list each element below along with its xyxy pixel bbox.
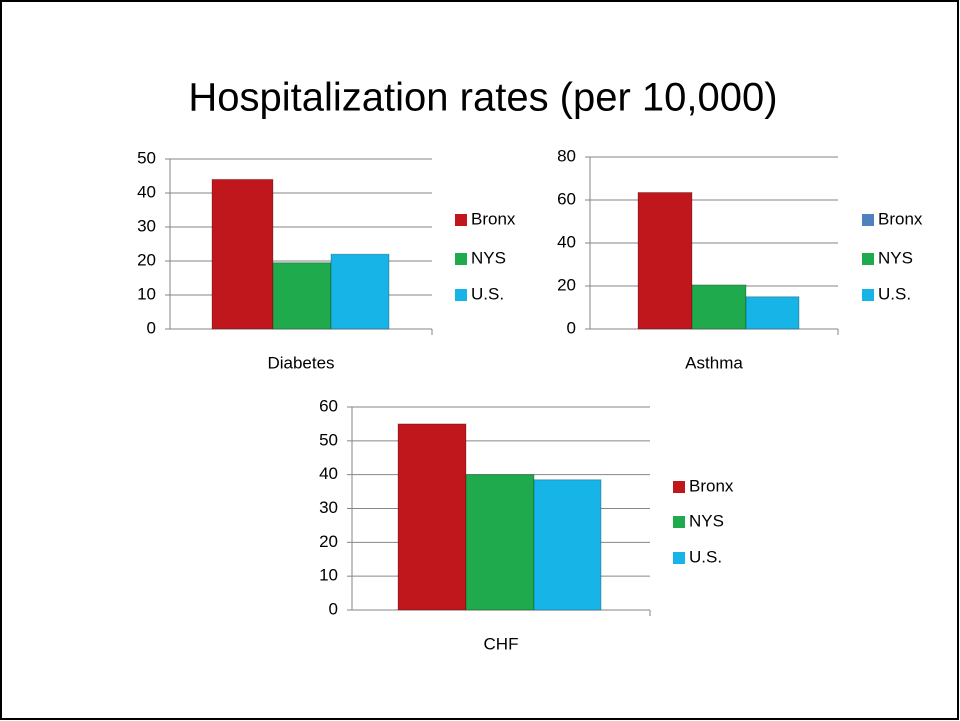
y-tick-label: 80: [557, 146, 576, 165]
y-tick-label: 50: [319, 430, 338, 449]
y-tick-label: 0: [567, 318, 576, 337]
bar: [211, 178, 274, 330]
legend-label: U.S.: [878, 284, 911, 303]
legend-swatch: [862, 214, 874, 226]
bar: [465, 474, 535, 611]
bar: [533, 479, 602, 611]
legend-swatch: [455, 253, 467, 265]
y-tick-label: 40: [319, 464, 338, 483]
legend-swatch: [673, 481, 685, 493]
bar: [637, 191, 693, 330]
y-tick-label: 20: [137, 250, 156, 269]
slide-title: Hospitalization rates (per 10,000): [188, 76, 777, 120]
y-tick-label: 20: [557, 275, 576, 294]
bar: [272, 262, 332, 330]
legend-swatch: [673, 516, 685, 528]
legend-swatch: [862, 253, 874, 265]
y-tick-label: 60: [557, 189, 576, 208]
y-tick-label: 10: [137, 284, 156, 303]
legend-label: Bronx: [689, 476, 734, 495]
y-tick-label: 60: [319, 396, 338, 415]
bar: [397, 423, 467, 611]
legend-swatch: [455, 289, 467, 301]
bar: [330, 253, 390, 330]
y-tick-label: 0: [329, 599, 338, 618]
legend-label: U.S.: [471, 284, 504, 303]
x-tick-label: Asthma: [685, 353, 743, 372]
bar: [691, 284, 747, 330]
y-tick-label: 20: [319, 532, 338, 551]
legend-label: NYS: [878, 248, 913, 267]
y-tick-label: 50: [137, 148, 156, 167]
legend-label: U.S.: [689, 547, 722, 566]
y-tick-label: 0: [147, 318, 156, 337]
y-tick-label: 40: [557, 232, 576, 251]
legend-label: NYS: [471, 248, 506, 267]
y-tick-label: 30: [137, 216, 156, 235]
legend-swatch: [673, 552, 685, 564]
x-tick-label: CHF: [484, 634, 519, 653]
y-tick-label: 40: [137, 182, 156, 201]
legend-swatch: [455, 214, 467, 226]
legend-label: Bronx: [878, 209, 923, 228]
y-tick-label: 10: [319, 566, 338, 585]
y-tick-label: 30: [319, 498, 338, 517]
legend-swatch: [862, 289, 874, 301]
x-tick-label: Diabetes: [267, 353, 334, 372]
bar: [745, 296, 800, 330]
legend-label: NYS: [689, 511, 724, 530]
legend-label: Bronx: [471, 209, 516, 228]
